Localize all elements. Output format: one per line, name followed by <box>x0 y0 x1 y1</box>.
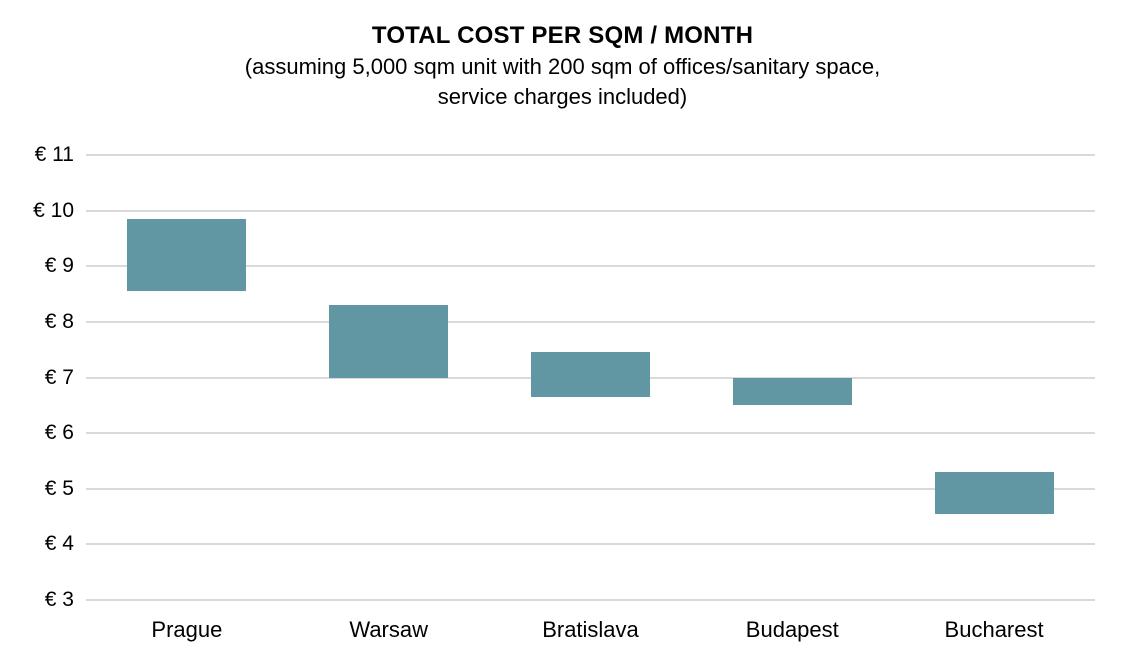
x-tick-label-budapest: Budapest <box>745 617 839 642</box>
y-tick-label-8: € 8 <box>44 309 74 333</box>
range-bar-warsaw <box>329 305 449 378</box>
x-axis: Prague Warsaw Bratislava Budapest Bucharest <box>86 617 1095 647</box>
y-tick-label-7: € 7 <box>44 365 74 389</box>
x-tick-label-bratislava: Bratislava <box>542 617 639 642</box>
range-bar-budapest <box>732 377 852 406</box>
gridline-8 <box>86 320 1095 323</box>
x-tick-label-bucharest: Bucharest <box>944 617 1044 642</box>
range-bar-bucharest <box>934 472 1054 514</box>
y-tick-label-9: € 9 <box>44 254 74 278</box>
y-tick-label-10: € 10 <box>33 198 74 222</box>
y-axis: € 11 € 10 € 9 € 8 € 7 € 6 € 5 € 4 € 3 <box>0 143 74 611</box>
gridline-4 <box>86 543 1095 546</box>
gridline-10 <box>86 209 1095 212</box>
gridline-6 <box>86 432 1095 435</box>
chart-subtitle-line-1: (assuming 5,000 sqm unit with 200 sqm of… <box>244 54 881 80</box>
range-bar-prague <box>127 218 247 292</box>
chart-title: TOTAL COST PER SQM / MONTH <box>371 22 754 49</box>
gridline-5 <box>86 487 1095 490</box>
chart-subtitle-line-2: service charges included) <box>437 84 688 110</box>
y-tick-label-3: € 3 <box>44 588 74 611</box>
x-tick-label-warsaw: Warsaw <box>349 617 429 642</box>
chart-header: TOTAL COST PER SQM / MONTH (assuming 5,0… <box>0 20 1125 112</box>
y-tick-label-5: € 5 <box>44 476 74 500</box>
y-tick-label-4: € 4 <box>44 532 74 556</box>
range-bar-bratislava <box>531 352 650 397</box>
x-tick-label-prague: Prague <box>151 617 223 642</box>
y-tick-label-11: € 11 <box>34 143 74 166</box>
plot-area <box>86 154 1095 601</box>
gridline-11 <box>86 154 1095 156</box>
gridline-9 <box>86 265 1095 268</box>
gridline-3 <box>86 599 1095 601</box>
y-tick-label-6: € 6 <box>44 421 74 445</box>
